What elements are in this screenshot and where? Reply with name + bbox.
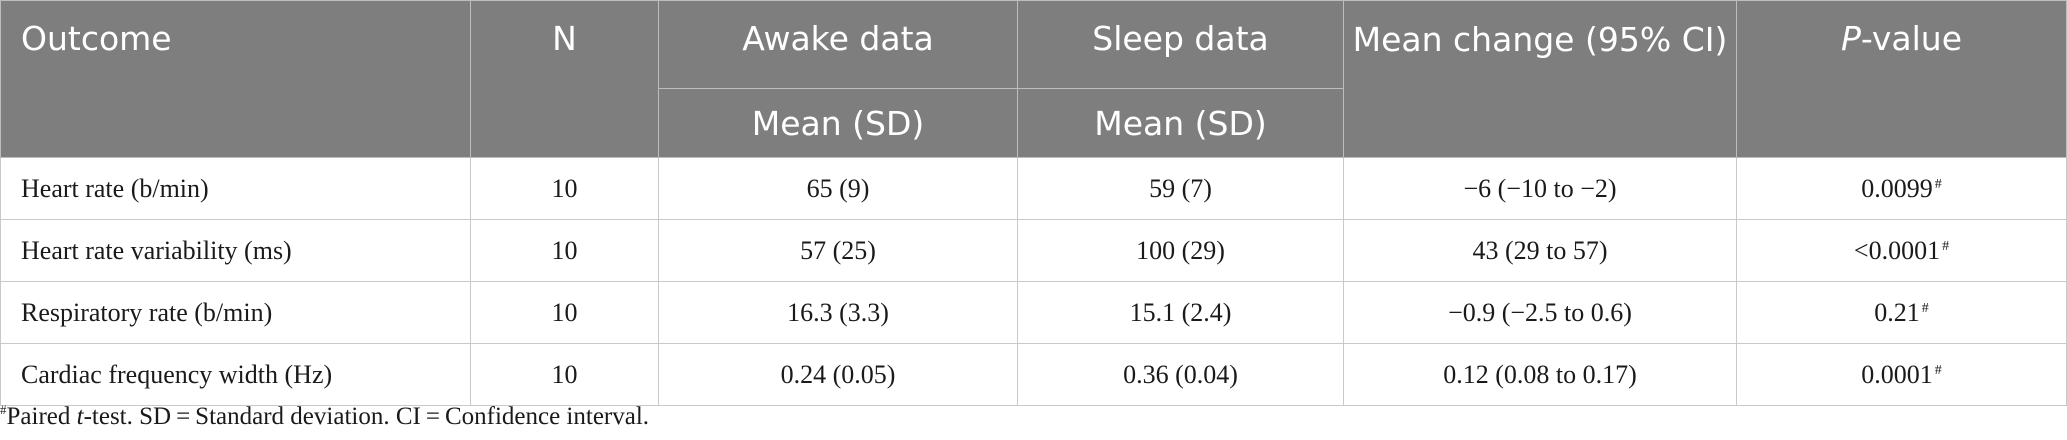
table-row: Respiratory rate (b/min) 10 16.3 (3.3) 1…	[0, 281, 2067, 344]
table-footnote: #Paired t-test. SD = Standard deviation.…	[0, 402, 649, 431]
footnote-text-b: -test. SD = Standard deviation. CI = Con…	[83, 403, 650, 430]
cell-sleep: 15.1 (2.4)	[1017, 281, 1344, 344]
cell-awake: 16.3 (3.3)	[658, 281, 1018, 344]
footnote-symbol: #	[0, 402, 7, 417]
footnote-t-italic: t	[76, 403, 84, 430]
cell-change: 0.12 (0.08 to 0.17)	[1343, 343, 1737, 406]
header-mean-change: Mean change (95% CI)	[1343, 0, 1737, 158]
cell-p-value: 0.21 #	[1736, 281, 2067, 344]
cell-p-value: 0.0001 #	[1736, 343, 2067, 406]
cell-sleep: 0.36 (0.04)	[1017, 343, 1344, 406]
header-sleep: Sleep data	[1017, 0, 1344, 89]
p-value-text: <0.0001	[1853, 235, 1941, 265]
cell-awake: 0.24 (0.05)	[658, 343, 1018, 406]
table-row: Heart rate (b/min) 10 65 (9) 59 (7) −6 (…	[0, 157, 2067, 220]
footnote-mark: #	[1921, 300, 1929, 316]
cell-change: 43 (29 to 57)	[1343, 219, 1737, 282]
header-awake-sub: Mean (SD)	[658, 88, 1018, 158]
cell-p-value: 0.0099 #	[1736, 157, 2067, 220]
cell-n: 10	[470, 219, 659, 282]
table-header: Outcome N Awake data Sleep data Mean cha…	[0, 0, 2067, 158]
results-table: Outcome N Awake data Sleep data Mean cha…	[0, 0, 2067, 406]
cell-sleep: 59 (7)	[1017, 157, 1344, 220]
footnote-text-a: Paired	[6, 403, 77, 430]
header-awake: Awake data	[658, 0, 1018, 89]
cell-awake: 57 (25)	[658, 219, 1018, 282]
footnote-mark: #	[1934, 362, 1942, 378]
header-p-rest: -value	[1860, 19, 1963, 58]
p-value-text: 0.0099	[1861, 173, 1933, 203]
table-body: Heart rate (b/min) 10 65 (9) 59 (7) −6 (…	[0, 157, 2067, 406]
cell-n: 10	[470, 157, 659, 220]
header-n: N	[470, 0, 659, 158]
cell-outcome: Heart rate variability (ms)	[0, 219, 471, 282]
footnote-mark: #	[1934, 176, 1942, 192]
header-p-italic: P	[1840, 19, 1861, 58]
cell-p-value: <0.0001 #	[1736, 219, 2067, 282]
cell-n: 10	[470, 343, 659, 406]
cell-outcome: Cardiac frequency width (Hz)	[0, 343, 471, 406]
header-p-value: P-value	[1736, 0, 2067, 158]
cell-awake: 65 (9)	[658, 157, 1018, 220]
table-row: Cardiac frequency width (Hz) 10 0.24 (0.…	[0, 343, 2067, 406]
header-outcome: Outcome	[0, 0, 471, 158]
table-row: Heart rate variability (ms) 10 57 (25) 1…	[0, 219, 2067, 282]
cell-sleep: 100 (29)	[1017, 219, 1344, 282]
p-value-text: 0.21	[1874, 297, 1920, 327]
cell-change: −6 (−10 to −2)	[1343, 157, 1737, 220]
cell-change: −0.9 (−2.5 to 0.6)	[1343, 281, 1737, 344]
cell-n: 10	[470, 281, 659, 344]
header-sleep-sub: Mean (SD)	[1017, 88, 1344, 158]
p-value-text: 0.0001	[1861, 359, 1933, 389]
footnote-mark: #	[1942, 238, 1950, 254]
cell-outcome: Respiratory rate (b/min)	[0, 281, 471, 344]
cell-outcome: Heart rate (b/min)	[0, 157, 471, 220]
